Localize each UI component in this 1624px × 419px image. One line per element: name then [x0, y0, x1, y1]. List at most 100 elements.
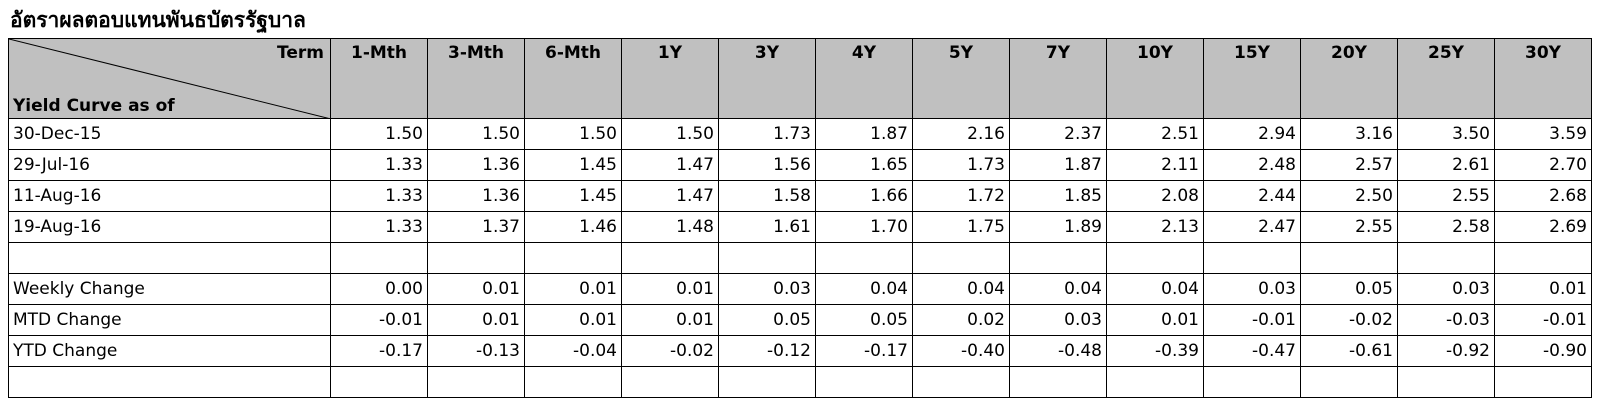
value-cell: 0.04 — [1106, 273, 1204, 305]
value-cell: 2.68 — [1494, 180, 1592, 212]
value-cell: 2.48 — [1203, 149, 1301, 181]
row-date-label: 19-Aug-16 — [8, 211, 331, 243]
value-cell: 0.04 — [1009, 273, 1107, 305]
value-cell: -0.61 — [1300, 335, 1398, 367]
header-row: Term Yield Curve as of 1-Mth 3-Mth 6-Mth… — [8, 38, 1592, 119]
empty-cell — [718, 242, 816, 274]
value-cell: -0.13 — [427, 335, 525, 367]
term-header: 15Y — [1203, 38, 1301, 119]
empty-cell — [1397, 366, 1495, 398]
term-header: 3-Mth — [427, 38, 525, 119]
value-cell: 1.87 — [815, 118, 913, 150]
value-cell: -0.17 — [330, 335, 428, 367]
empty-cell — [8, 366, 331, 398]
term-header: 25Y — [1397, 38, 1495, 119]
value-cell: 0.03 — [718, 273, 816, 305]
value-cell: -0.01 — [330, 304, 428, 336]
empty-cell — [524, 242, 622, 274]
term-header: 5Y — [912, 38, 1010, 119]
value-cell: 2.13 — [1106, 211, 1204, 243]
table-row: YTD Change -0.17 -0.13 -0.04 -0.02 -0.12 -0.17… — [8, 335, 1592, 367]
term-header: 20Y — [1300, 38, 1398, 119]
value-cell: 2.51 — [1106, 118, 1204, 150]
value-cell: 2.61 — [1397, 149, 1495, 181]
term-header: 1-Mth — [330, 38, 428, 119]
row-date-label: 11-Aug-16 — [8, 180, 331, 212]
value-cell: 0.03 — [1203, 273, 1301, 305]
value-cell: 0.01 — [621, 273, 719, 305]
value-cell: 3.59 — [1494, 118, 1592, 150]
value-cell: 2.55 — [1300, 211, 1398, 243]
value-cell: 2.57 — [1300, 149, 1398, 181]
value-cell: -0.39 — [1106, 335, 1204, 367]
value-cell: 0.01 — [1494, 273, 1592, 305]
value-cell: -0.12 — [718, 335, 816, 367]
value-cell: 2.58 — [1397, 211, 1495, 243]
row-date-label: 29-Jul-16 — [8, 149, 331, 181]
value-cell: -0.48 — [1009, 335, 1107, 367]
value-cell: 0.02 — [912, 304, 1010, 336]
value-cell: 1.45 — [524, 149, 622, 181]
value-cell: -0.01 — [1494, 304, 1592, 336]
table-row: 30-Dec-15 1.50 1.50 1.50 1.50 1.73 1.87 2.16 2.3… — [8, 118, 1592, 150]
empty-cell — [1494, 366, 1592, 398]
value-cell: 1.73 — [912, 149, 1010, 181]
empty-cell — [1106, 242, 1204, 274]
table-row: 19-Aug-16 1.33 1.37 1.46 1.48 1.61 1.70 1.75 1.8… — [8, 211, 1592, 243]
yield-curve-as-of-label: Yield Curve as of — [13, 96, 175, 116]
value-cell: 0.01 — [427, 304, 525, 336]
value-cell: 1.85 — [1009, 180, 1107, 212]
value-cell: 1.45 — [524, 180, 622, 212]
value-cell: -0.02 — [621, 335, 719, 367]
change-label: YTD Change — [8, 335, 331, 367]
value-cell: 1.75 — [912, 211, 1010, 243]
yield-table: Term Yield Curve as of 1-Mth 3-Mth 6-Mth… — [8, 38, 1592, 398]
empty-cell — [524, 366, 622, 398]
term-header: 7Y — [1009, 38, 1107, 119]
value-cell: 0.04 — [912, 273, 1010, 305]
value-cell: 1.33 — [330, 180, 428, 212]
value-cell: 1.50 — [621, 118, 719, 150]
value-cell: 2.47 — [1203, 211, 1301, 243]
value-cell: 2.50 — [1300, 180, 1398, 212]
value-cell: -0.01 — [1203, 304, 1301, 336]
value-cell: 1.47 — [621, 180, 719, 212]
value-cell: -0.92 — [1397, 335, 1495, 367]
value-cell: 0.04 — [815, 273, 913, 305]
empty-cell — [1009, 366, 1107, 398]
value-cell: 2.08 — [1106, 180, 1204, 212]
change-label: MTD Change — [8, 304, 331, 336]
term-header: 3Y — [718, 38, 816, 119]
value-cell: 2.11 — [1106, 149, 1204, 181]
empty-cell — [1106, 366, 1204, 398]
empty-cell — [718, 366, 816, 398]
diagonal-divider — [9, 39, 328, 118]
value-cell: 0.01 — [1106, 304, 1204, 336]
value-cell: -0.04 — [524, 335, 622, 367]
empty-cell — [1009, 242, 1107, 274]
table-row: Weekly Change 0.00 0.01 0.01 0.01 0.03 0.04 0.0… — [8, 273, 1592, 305]
value-cell: 2.55 — [1397, 180, 1495, 212]
value-cell: 2.94 — [1203, 118, 1301, 150]
value-cell: -0.40 — [912, 335, 1010, 367]
value-cell: 1.56 — [718, 149, 816, 181]
value-cell: 1.33 — [330, 211, 428, 243]
value-cell: 1.36 — [427, 180, 525, 212]
value-cell: -0.90 — [1494, 335, 1592, 367]
page-title: อัตราผลตอบแทนพันธบัตรรัฐบาล — [10, 8, 306, 32]
table-row: 29-Jul-16 1.33 1.36 1.45 1.47 1.56 1.65 1.73 1.8… — [8, 149, 1592, 181]
value-cell: 0.05 — [718, 304, 816, 336]
empty-cell — [1300, 366, 1398, 398]
value-cell: 1.87 — [1009, 149, 1107, 181]
empty-cell — [330, 242, 428, 274]
empty-cell — [621, 242, 719, 274]
empty-cell — [1300, 242, 1398, 274]
empty-cell — [330, 366, 428, 398]
term-header: 30Y — [1494, 38, 1592, 119]
value-cell: 1.37 — [427, 211, 525, 243]
value-cell: 1.47 — [621, 149, 719, 181]
change-label: Weekly Change — [8, 273, 331, 305]
value-cell: 1.36 — [427, 149, 525, 181]
value-cell: 0.03 — [1397, 273, 1495, 305]
term-header: 10Y — [1106, 38, 1204, 119]
